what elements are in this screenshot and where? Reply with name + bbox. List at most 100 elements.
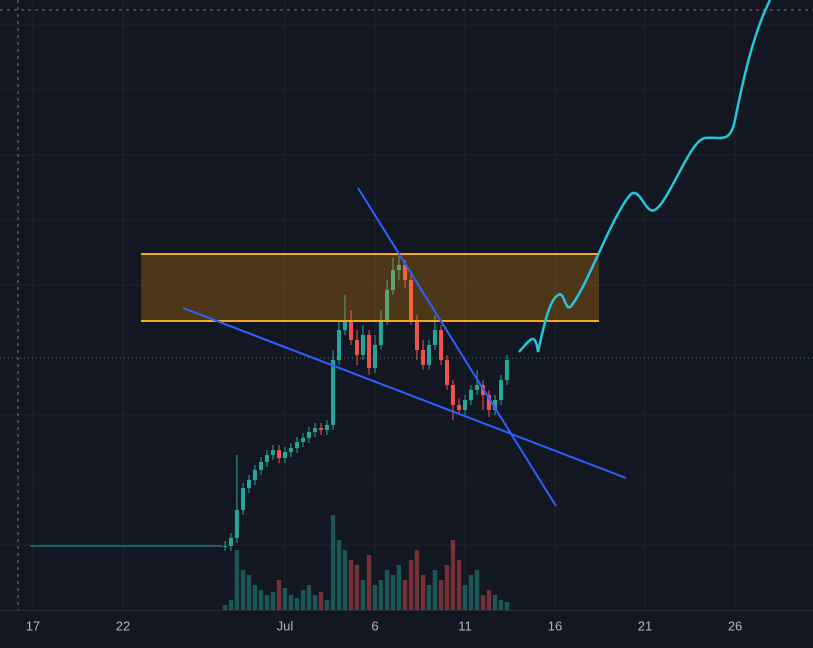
candle-body <box>246 480 251 488</box>
volume-bar <box>396 565 402 610</box>
candle-body <box>234 510 239 538</box>
candle-body <box>378 320 383 345</box>
projection <box>518 0 772 353</box>
zone <box>141 254 599 321</box>
candle-body <box>282 452 287 458</box>
volume-bar <box>456 560 462 610</box>
candle-body <box>295 442 300 448</box>
volume-bar <box>402 580 408 610</box>
candle-body <box>403 265 408 280</box>
x-tick-label: 16 <box>548 618 562 633</box>
volume-bar <box>372 585 378 610</box>
candle-body <box>342 320 347 330</box>
volume-bar <box>480 595 486 610</box>
x-tick-label: 6 <box>371 618 378 633</box>
volume-bar <box>282 588 288 610</box>
volume-bar <box>270 592 276 610</box>
volume-bar <box>264 595 270 610</box>
candle-body <box>259 462 264 470</box>
volume-bar <box>504 602 510 610</box>
candle-body <box>288 448 293 452</box>
candle-body <box>390 270 395 290</box>
grid <box>0 0 813 610</box>
volume-bar <box>498 600 504 610</box>
volume-bar <box>420 575 426 610</box>
candle-body <box>414 320 419 350</box>
x-tick-label: Jul <box>277 618 294 633</box>
x-tick-label: 26 <box>728 618 742 633</box>
candle-body <box>421 350 426 365</box>
time-axis <box>0 610 813 648</box>
volume-bar <box>360 580 366 610</box>
candle-body <box>475 385 480 390</box>
candle-body <box>331 360 336 425</box>
candle-body <box>427 345 432 365</box>
candle-body <box>372 345 377 368</box>
candle-body <box>504 360 509 380</box>
volume-bar <box>318 592 324 610</box>
candle-body <box>468 390 473 400</box>
candle-body <box>228 538 233 546</box>
volume-bar <box>234 550 240 610</box>
volume-bar <box>246 575 252 610</box>
volume-bar <box>384 570 390 610</box>
candle-body <box>300 438 305 442</box>
candle-body <box>223 546 228 547</box>
volume-bar <box>336 540 342 610</box>
trend-line <box>182 307 627 479</box>
candle-body <box>385 290 390 320</box>
volume-bar <box>366 555 372 610</box>
candle-body <box>463 400 468 410</box>
candle-body <box>360 335 365 355</box>
volume-bar <box>276 580 282 610</box>
candle-body <box>445 360 450 385</box>
volume-bar <box>348 560 354 610</box>
volume-bar <box>432 570 438 610</box>
candle-body <box>336 330 341 360</box>
series <box>222 255 510 610</box>
volume-bar <box>330 515 336 610</box>
x-tick-label: 22 <box>116 618 130 633</box>
candle-body <box>457 405 462 410</box>
candle-body <box>499 380 504 400</box>
x-tick-label: 17 <box>26 618 40 633</box>
volume-bar <box>300 590 306 610</box>
volume-bar <box>312 595 318 610</box>
volume-bar <box>354 565 360 610</box>
candle-body <box>277 450 282 458</box>
candle-body <box>493 400 498 410</box>
candle-body <box>367 335 372 368</box>
volume-bar <box>240 570 246 610</box>
volume-bar <box>408 560 414 610</box>
candle-body <box>241 488 246 510</box>
candle-body <box>252 470 257 480</box>
candle-body <box>264 455 269 462</box>
volume-bar <box>258 590 264 610</box>
candle-body <box>270 450 275 455</box>
x-tick-label: 11 <box>458 618 472 633</box>
x-tick-label: 21 <box>638 618 652 633</box>
candle-body <box>306 432 311 438</box>
volume-bar <box>486 590 492 610</box>
volume-bar <box>378 580 384 610</box>
volume-bar <box>492 595 498 610</box>
candle-body <box>409 280 414 320</box>
candle-body <box>324 425 329 430</box>
candle-body <box>432 330 437 345</box>
volume-bar <box>252 585 258 610</box>
volume-bar <box>222 605 228 610</box>
volume-bar <box>474 570 480 610</box>
candle-body <box>349 320 354 340</box>
volume-bar <box>390 575 396 610</box>
volume-bar <box>342 550 348 610</box>
candle-body <box>450 385 455 405</box>
volume-bar <box>450 540 456 610</box>
volume-bar <box>324 600 330 610</box>
volume-bar <box>426 585 432 610</box>
volume-bar <box>294 598 300 610</box>
volume-bar <box>468 575 474 610</box>
candle-body <box>318 428 323 430</box>
